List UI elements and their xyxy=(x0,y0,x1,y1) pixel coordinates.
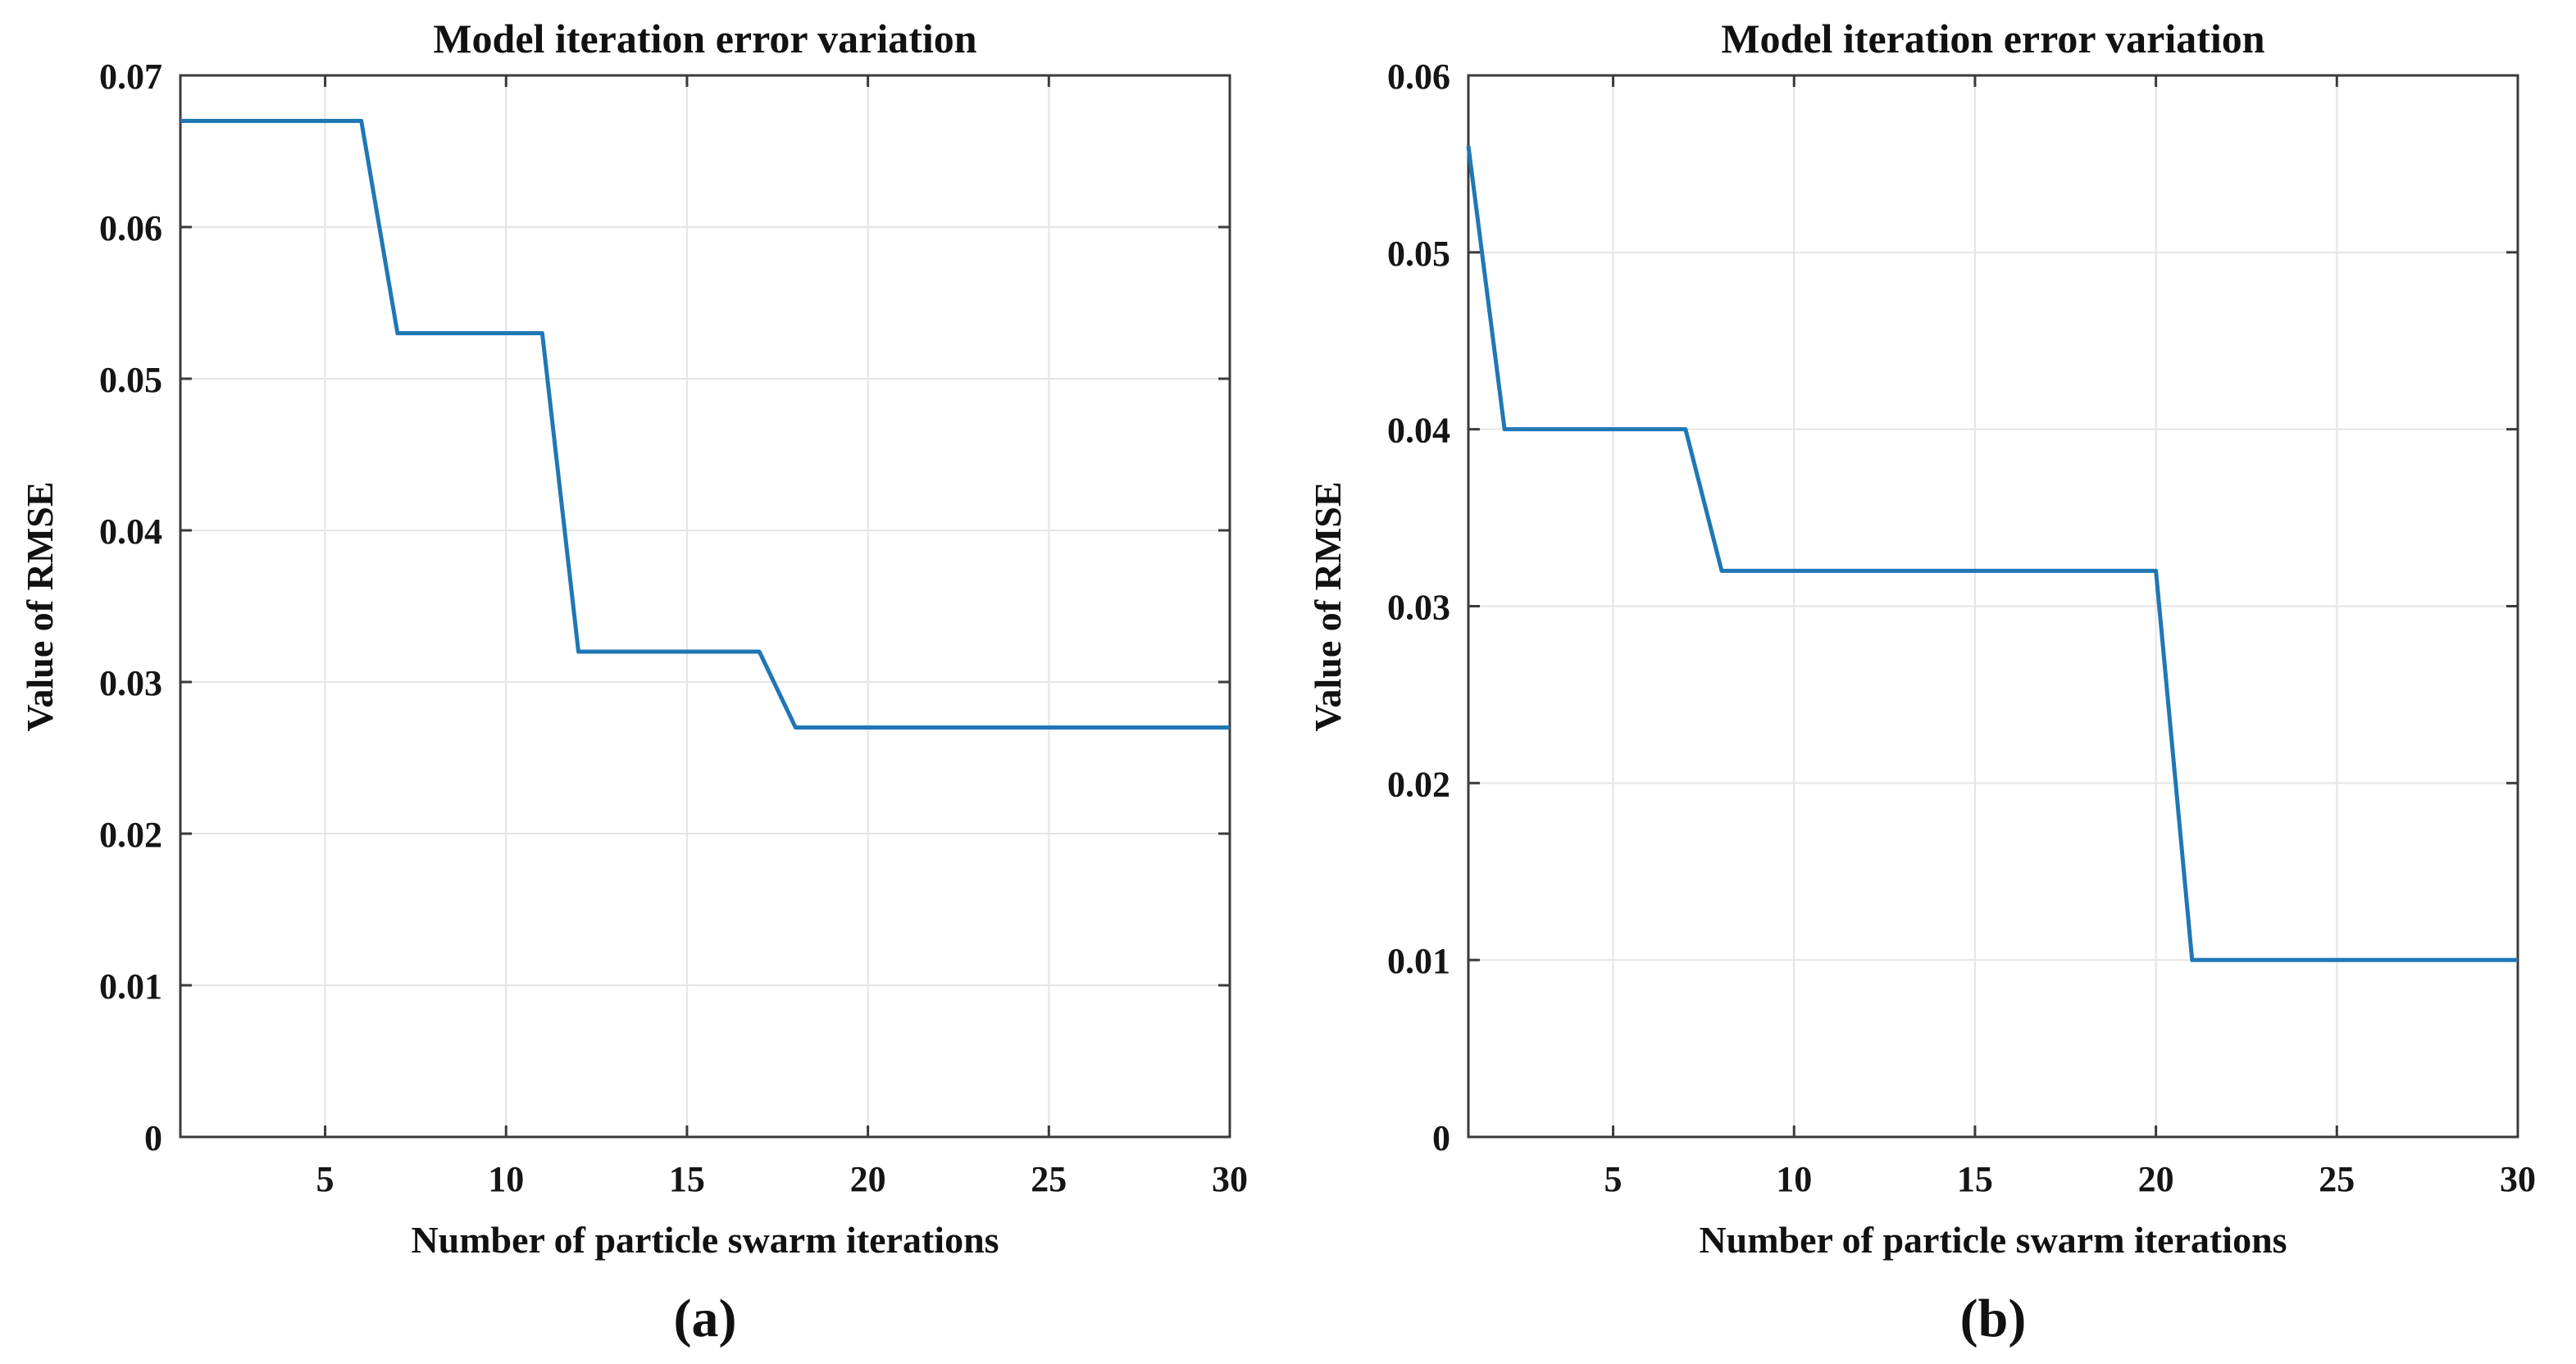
x-tick-label: 5 xyxy=(1604,1159,1623,1199)
y-tick-label: 0.01 xyxy=(99,966,162,1007)
x-tick-label: 5 xyxy=(316,1159,335,1199)
y-tick-label: 0.01 xyxy=(1387,941,1450,981)
y-tick-label: 0.05 xyxy=(99,360,162,400)
x-tick-label: 30 xyxy=(2500,1159,2536,1199)
x-axis-label: Number of particle swarm iterations xyxy=(1699,1219,2287,1261)
x-tick-label: 15 xyxy=(1957,1159,1993,1199)
plot-area-b: 5 10 15 20 25 30 0 0.01 0.02 0.03 0.04 0.05 0.06 xyxy=(1387,57,2536,1199)
panel-caption-a: (a) xyxy=(674,1289,737,1348)
y-tick-label: 0.05 xyxy=(1387,234,1450,274)
plot-area-a: 5 10 15 20 25 30 0 0.01 0.02 0.03 0.04 0.05 0.06 0.07 xyxy=(99,57,1248,1199)
rmse-line xyxy=(180,119,1230,730)
y-tick-label: 0.07 xyxy=(99,57,162,97)
chart-panel-b: 5 10 15 20 25 30 0 0.01 0.02 0.03 0.04 0.05 0.06 Mod… xyxy=(1307,16,2536,1348)
chart-title: Model iteration error variation xyxy=(1721,16,2264,61)
y-tick-label: 0.02 xyxy=(1387,764,1450,804)
x-tick-label: 20 xyxy=(2138,1159,2174,1199)
x-tick-label: 25 xyxy=(2319,1159,2355,1199)
y-tick-label: 0.04 xyxy=(99,512,162,552)
x-axis-label: Number of particle swarm iterations xyxy=(411,1219,999,1261)
y-tick-label: 0 xyxy=(144,1118,162,1158)
x-tick-label: 10 xyxy=(488,1159,524,1199)
rmse-line xyxy=(1466,146,2518,962)
y-tick-label: 0.03 xyxy=(1387,588,1450,628)
y-tick-label: 0.06 xyxy=(99,208,162,248)
y-axis-label: Value of RMSE xyxy=(1307,482,1349,732)
y-axis-label: Value of RMSE xyxy=(19,482,61,732)
x-tick-label: 25 xyxy=(1031,1159,1067,1199)
x-tick-label: 20 xyxy=(850,1159,886,1199)
x-tick-label: 30 xyxy=(1212,1159,1248,1199)
y-tick-label: 0.04 xyxy=(1387,411,1450,451)
x-tick-label: 10 xyxy=(1776,1159,1812,1199)
y-tick-label: 0.06 xyxy=(1387,57,1450,97)
y-tick-label: 0.02 xyxy=(99,815,162,855)
chart-panel-a: 5 10 15 20 25 30 0 0.01 0.02 0.03 0.04 0.05 0.06 0.07… xyxy=(19,16,1248,1348)
panel-caption-b: (b) xyxy=(1960,1289,2027,1348)
x-tick-label: 15 xyxy=(669,1159,705,1199)
y-tick-label: 0 xyxy=(1432,1118,1450,1158)
axes-box xyxy=(179,74,1231,1139)
y-tick-label: 0.03 xyxy=(99,663,162,703)
chart-title: Model iteration error variation xyxy=(433,16,976,61)
